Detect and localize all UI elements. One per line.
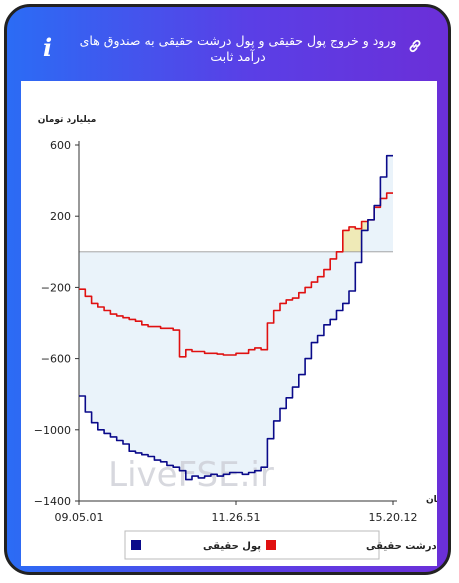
legend-box — [124, 530, 380, 560]
card-header: i ورود و خروج پول حقیقی و پول درشت حقیقی… — [7, 7, 448, 85]
y-tick-label: −1000 — [34, 424, 71, 437]
legend-swatch-real-money — [131, 540, 141, 550]
y-tick-label: −600 — [41, 353, 71, 366]
x-tick-label: 11.26.51 — [212, 511, 261, 524]
series-line-0 — [79, 154, 393, 481]
x-axis-label: زمان — [426, 495, 437, 505]
chart-card: i ورود و خروج پول حقیقی و پول درشت حقیقی… — [4, 4, 451, 575]
series-line-1 — [79, 192, 393, 358]
y-tick-label: −200 — [41, 281, 71, 294]
chart-area: LiveFSE.ir 600 200 −200 −600 −1000 −1400 09.05… — [21, 81, 448, 566]
legend-label-big-real-money: پول درشت حقیقی — [366, 541, 437, 552]
x-tick-label: 09.05.01 — [55, 511, 104, 524]
legend: پول حقیقی پول درشت حقیقی — [124, 530, 448, 560]
x-tick-label: 15.20.12 — [369, 511, 418, 524]
legend-swatch-big-real-money — [266, 540, 276, 550]
y-tick-label: 600 — [50, 139, 71, 152]
watermark: LiveFSE.ir — [108, 455, 274, 495]
info-icon[interactable]: i — [43, 33, 53, 62]
series-area-0 — [79, 155, 393, 480]
y-tick-label: 200 — [50, 210, 71, 223]
y-axis-label: میلیارد تومان — [38, 115, 97, 125]
y-tick-label: −1400 — [34, 495, 71, 508]
legend-label-real-money: پول حقیقی — [203, 541, 261, 552]
chart-svg: LiveFSE.ir 600 200 −200 −600 −1000 −1400 09.05… — [34, 115, 448, 560]
chart-title: ورود و خروج پول حقیقی و پول درشت حقیقی ب… — [79, 33, 397, 64]
link-icon[interactable] — [407, 38, 423, 54]
